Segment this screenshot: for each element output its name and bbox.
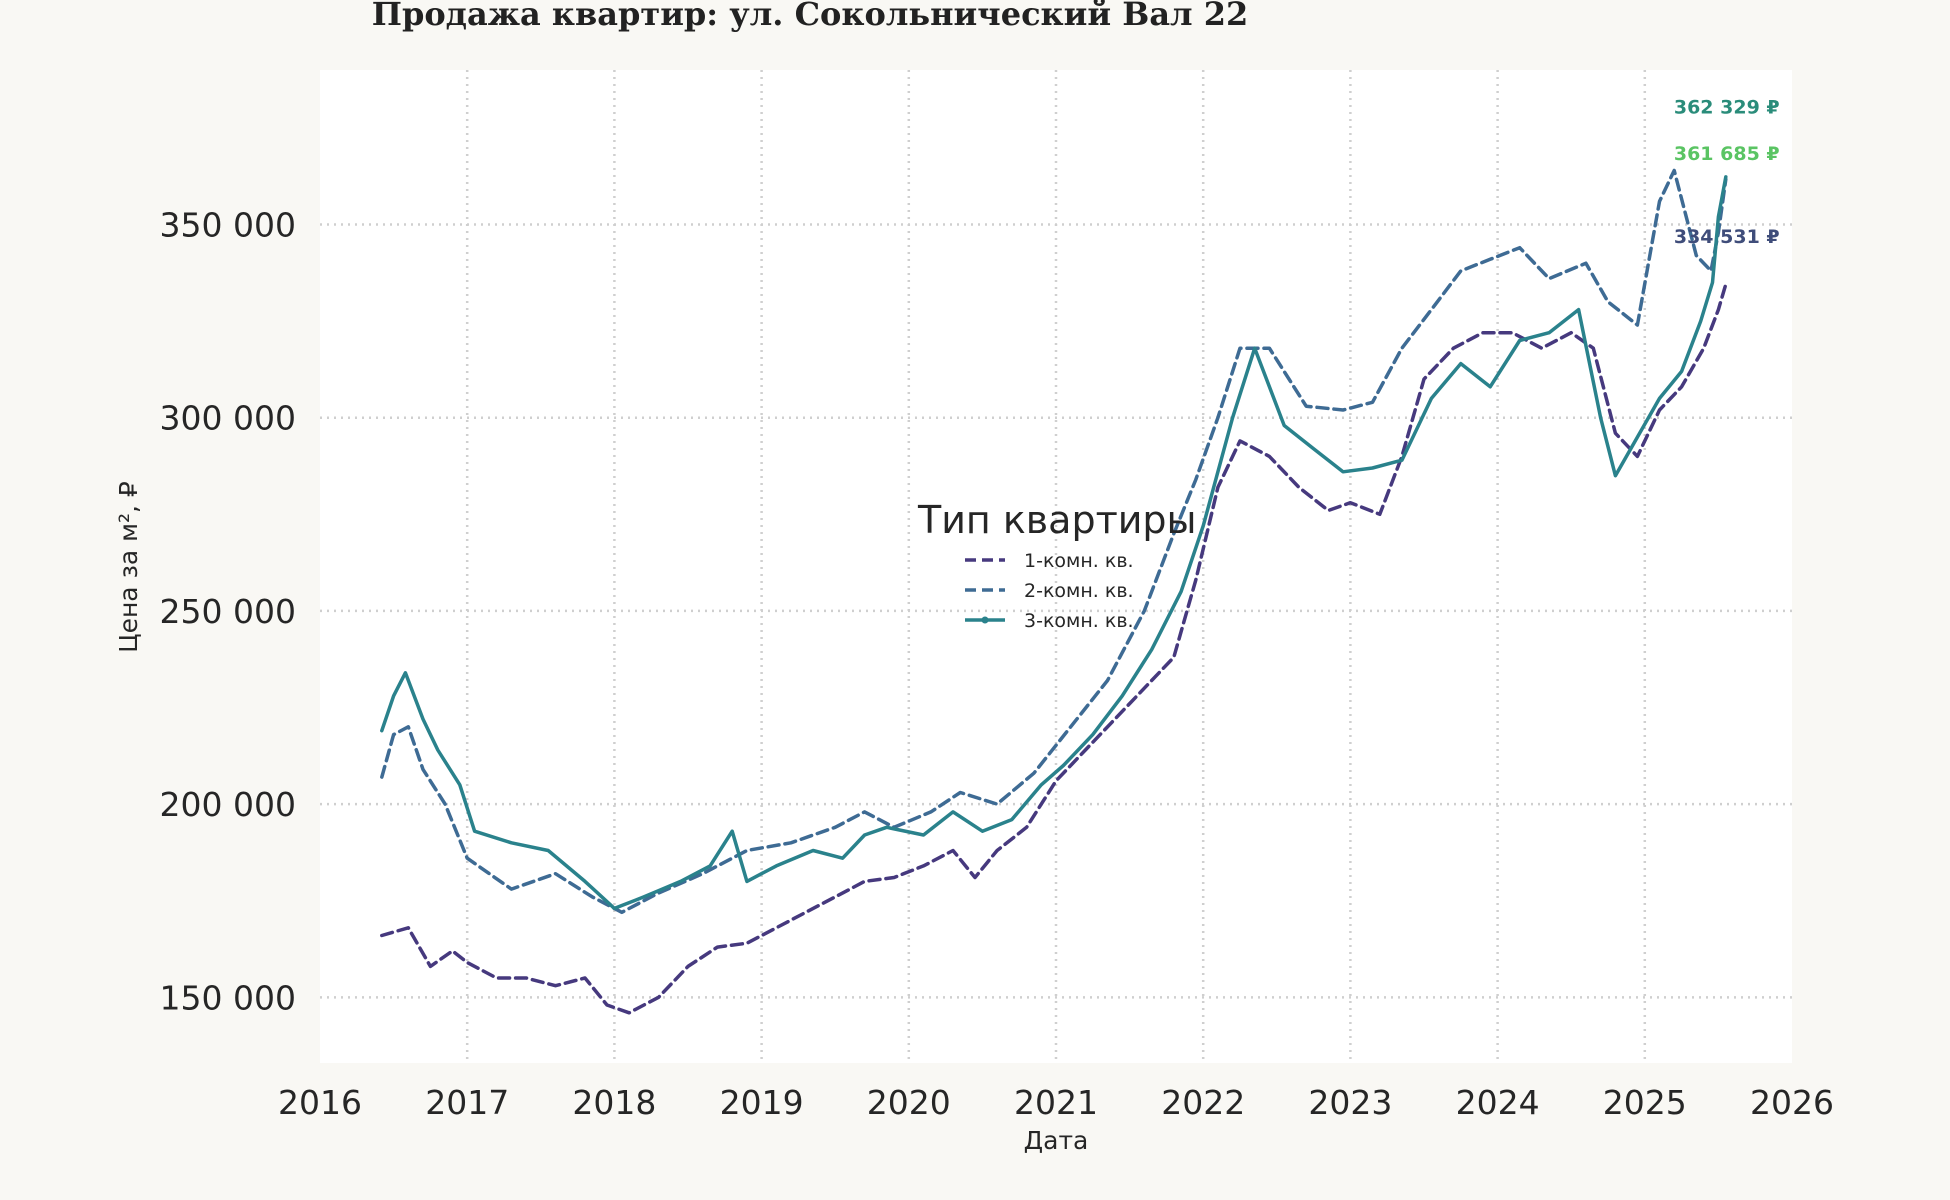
x-tick-label: 2023 [1308,1083,1392,1122]
x-axis-label: Дата [1024,1126,1089,1155]
value-annotation: 361 685 ₽ [1674,143,1780,165]
x-tick-label: 2016 [278,1083,362,1122]
chart-title: Продажа квартир: ул. Сокольнический Вал … [372,0,1249,33]
x-axis-ticks: 2016 2017 2018 2019 2020 2021 2022 2023 2024 2025… [278,1083,1834,1122]
legend-entry: 1-комн. кв. [1024,550,1134,572]
legend-title: Тип квартиры [917,498,1197,542]
legend-entry: 2-комн. кв. [1024,580,1134,602]
x-tick-label: 2019 [720,1083,804,1122]
legend-marker [981,616,989,624]
value-annotation: 334 531 ₽ [1674,226,1780,248]
value-annotation: 362 329 ₽ [1674,97,1780,119]
value-annotations: 362 329 ₽ 361 685 ₽ 334 531 ₽ [1674,97,1780,248]
y-axis-label: Цена за м², ₽ [114,481,143,653]
x-tick-label: 2025 [1603,1083,1687,1122]
series-line-1 [380,282,1728,1015]
grid [320,70,1792,1063]
x-tick-label: 2021 [1014,1083,1098,1122]
x-tick-label: 2020 [867,1083,951,1122]
y-tick-label: 200 000 [160,785,296,824]
y-tick-label: 350 000 [160,206,296,245]
y-tick-label: 250 000 [160,592,296,631]
x-tick-label: 2022 [1161,1083,1245,1122]
x-tick-label: 2018 [572,1083,656,1122]
legend: Тип квартиры 1-комн. кв. 2-комн. кв. 3-ком… [917,498,1197,632]
x-tick-label: 2024 [1456,1083,1540,1122]
series-line-2 [380,168,1728,915]
x-tick-label: 2026 [1750,1083,1834,1122]
legend-entry: 3-комн. кв. [1024,610,1134,632]
x-tick-label: 2017 [425,1083,509,1122]
y-tick-label: 150 000 [160,978,296,1017]
y-tick-label: 300 000 [160,399,296,438]
series-lines [380,168,1728,1015]
series-line-3 [380,175,1728,911]
y-axis-ticks: 150 000 200 000 250 000 300 000 350 000 [160,206,296,1018]
